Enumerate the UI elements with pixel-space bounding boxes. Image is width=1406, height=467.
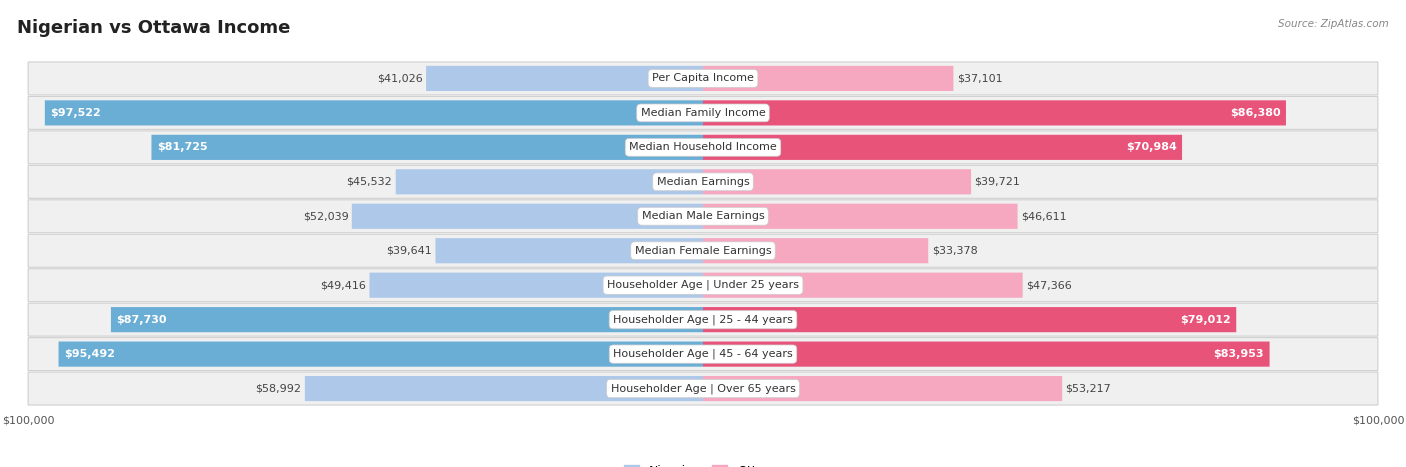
Text: $95,492: $95,492 <box>63 349 115 359</box>
Text: $81,725: $81,725 <box>157 142 208 152</box>
FancyBboxPatch shape <box>703 100 1286 126</box>
FancyBboxPatch shape <box>111 307 703 332</box>
Text: $39,721: $39,721 <box>974 177 1021 187</box>
FancyBboxPatch shape <box>703 135 1182 160</box>
FancyBboxPatch shape <box>305 376 703 401</box>
Text: $70,984: $70,984 <box>1126 142 1177 152</box>
FancyBboxPatch shape <box>370 273 703 298</box>
Text: $49,416: $49,416 <box>321 280 366 290</box>
FancyBboxPatch shape <box>703 376 1062 401</box>
FancyBboxPatch shape <box>28 200 1378 233</box>
FancyBboxPatch shape <box>703 169 972 194</box>
FancyBboxPatch shape <box>28 234 1378 267</box>
Legend: Nigerian, Ottawa: Nigerian, Ottawa <box>619 460 787 467</box>
Text: Source: ZipAtlas.com: Source: ZipAtlas.com <box>1278 19 1389 28</box>
FancyBboxPatch shape <box>28 372 1378 405</box>
Text: Householder Age | Over 65 years: Householder Age | Over 65 years <box>610 383 796 394</box>
FancyBboxPatch shape <box>28 131 1378 164</box>
Text: $39,641: $39,641 <box>387 246 432 256</box>
FancyBboxPatch shape <box>28 338 1378 371</box>
Text: $46,611: $46,611 <box>1021 211 1067 221</box>
FancyBboxPatch shape <box>436 238 703 263</box>
Text: $33,378: $33,378 <box>932 246 977 256</box>
FancyBboxPatch shape <box>28 165 1378 198</box>
FancyBboxPatch shape <box>59 341 703 367</box>
FancyBboxPatch shape <box>45 100 703 126</box>
Text: $41,026: $41,026 <box>377 73 423 84</box>
FancyBboxPatch shape <box>703 307 1236 332</box>
Text: Householder Age | 45 - 64 years: Householder Age | 45 - 64 years <box>613 349 793 359</box>
Text: $83,953: $83,953 <box>1213 349 1264 359</box>
FancyBboxPatch shape <box>152 135 703 160</box>
FancyBboxPatch shape <box>703 66 953 91</box>
Text: Median Household Income: Median Household Income <box>628 142 778 152</box>
Text: $37,101: $37,101 <box>956 73 1002 84</box>
FancyBboxPatch shape <box>28 96 1378 129</box>
FancyBboxPatch shape <box>426 66 703 91</box>
FancyBboxPatch shape <box>703 204 1018 229</box>
Text: Median Earnings: Median Earnings <box>657 177 749 187</box>
FancyBboxPatch shape <box>28 303 1378 336</box>
Text: Per Capita Income: Per Capita Income <box>652 73 754 84</box>
Text: $86,380: $86,380 <box>1230 108 1281 118</box>
Text: $87,730: $87,730 <box>117 315 167 325</box>
Text: Median Female Earnings: Median Female Earnings <box>634 246 772 256</box>
FancyBboxPatch shape <box>703 273 1022 298</box>
Text: $97,522: $97,522 <box>51 108 101 118</box>
Text: $53,217: $53,217 <box>1066 383 1111 394</box>
Text: Nigerian vs Ottawa Income: Nigerian vs Ottawa Income <box>17 19 290 37</box>
Text: Householder Age | Under 25 years: Householder Age | Under 25 years <box>607 280 799 290</box>
Text: $47,366: $47,366 <box>1026 280 1071 290</box>
Text: $58,992: $58,992 <box>256 383 301 394</box>
FancyBboxPatch shape <box>395 169 703 194</box>
Text: Median Male Earnings: Median Male Earnings <box>641 211 765 221</box>
FancyBboxPatch shape <box>28 62 1378 95</box>
FancyBboxPatch shape <box>28 269 1378 302</box>
FancyBboxPatch shape <box>352 204 703 229</box>
Text: $52,039: $52,039 <box>302 211 349 221</box>
Text: Median Family Income: Median Family Income <box>641 108 765 118</box>
Text: $45,532: $45,532 <box>347 177 392 187</box>
FancyBboxPatch shape <box>703 341 1270 367</box>
Text: $79,012: $79,012 <box>1180 315 1230 325</box>
FancyBboxPatch shape <box>703 238 928 263</box>
Text: Householder Age | 25 - 44 years: Householder Age | 25 - 44 years <box>613 314 793 325</box>
